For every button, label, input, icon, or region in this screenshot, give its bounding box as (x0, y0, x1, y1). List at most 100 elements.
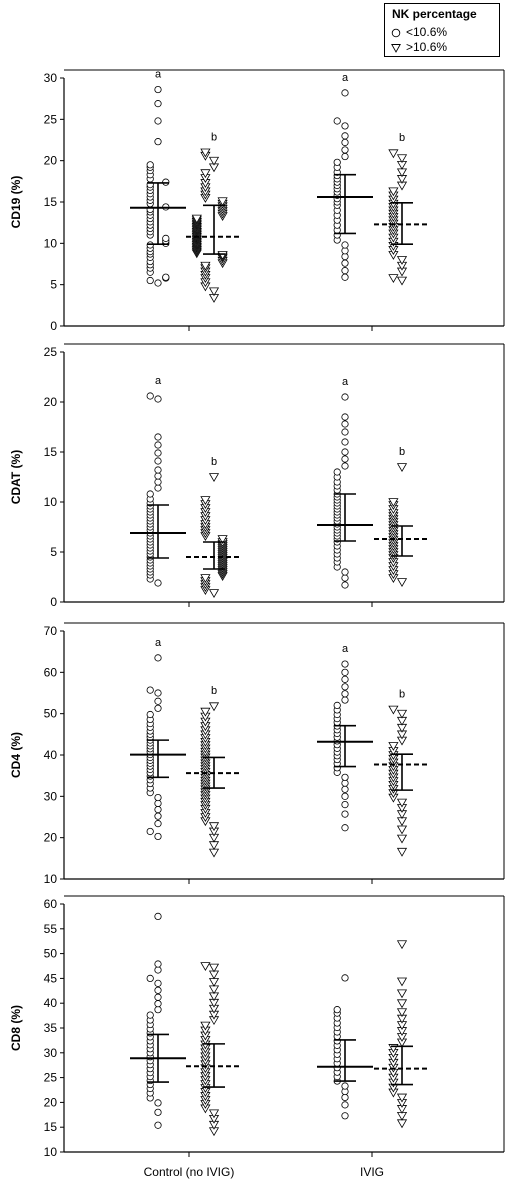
data-point-circle (341, 974, 349, 982)
y-tick-label: 15 (44, 1120, 58, 1134)
data-point-circle (341, 690, 349, 698)
data-point-circle (341, 122, 349, 130)
data-point-circle (341, 824, 349, 832)
data-point-triangle (388, 705, 399, 715)
data-point-triangle (396, 276, 408, 286)
legend: NK percentage <10.6% >10.6% (384, 3, 500, 57)
data-point-circle (341, 1112, 349, 1120)
y-tick-label: 20 (44, 154, 58, 168)
y-tick-label: 35 (44, 1021, 58, 1035)
panel-cd8: 10 15 20 25 30 35 40 45 50 55 60 CD8 (%) (9, 895, 505, 1159)
data-point-circle (154, 689, 162, 697)
data-point-triangle (388, 742, 399, 751)
significance-letter: b (211, 456, 217, 468)
data-point-triangle (208, 156, 220, 166)
data-point-triangle (217, 535, 228, 544)
data-point-triangle (208, 978, 220, 987)
significance-letter: a (155, 637, 162, 649)
y-tick-label: 10 (44, 495, 58, 509)
data-point-triangle (396, 154, 408, 164)
y-tick-label: 25 (44, 112, 58, 126)
data-point-circle (341, 800, 349, 809)
significance-letter: a (342, 643, 349, 655)
significance-letter: b (399, 132, 405, 144)
data-point-triangle (396, 834, 408, 844)
data-point-triangle (208, 848, 220, 858)
data-point-circle (154, 986, 162, 994)
data-point-circle (341, 455, 349, 463)
data-point-circle (341, 1082, 349, 1090)
data-point-triangle (396, 798, 408, 808)
data-point-triangle (200, 1021, 211, 1031)
y-axis-label: CD19 (%) (9, 176, 23, 229)
data-point-triangle (208, 985, 220, 995)
data-point-triangle (191, 214, 202, 224)
significance-letter: a (342, 376, 349, 388)
data-point-circle (333, 468, 341, 476)
y-tick-label: 20 (44, 1095, 58, 1109)
legend-item-low-nk: <10.6% (391, 25, 447, 39)
data-point-circle (154, 993, 162, 1001)
panel-cd19: 0 5 10 15 20 25 30 CD19 (%) a b a b (9, 69, 505, 333)
data-point-circle (341, 696, 349, 704)
data-point-circle (154, 1006, 162, 1014)
data-point-circle (154, 979, 162, 987)
data-point-circle (341, 773, 349, 781)
y-tick-label: 10 (44, 236, 58, 250)
data-point-triangle (217, 197, 228, 207)
data-point-circle (341, 259, 349, 267)
data-point-circle (154, 85, 162, 94)
y-tick-label: 40 (44, 996, 58, 1010)
data-point-circle (341, 785, 349, 793)
data-point-circle (154, 433, 162, 441)
data-point-triangle (208, 473, 220, 482)
data-point-circle (341, 413, 349, 421)
y-tick-label: 70 (44, 624, 58, 638)
data-point-circle (154, 449, 162, 457)
data-point-circle (162, 178, 170, 186)
y-tick-label: 25 (44, 1071, 58, 1085)
data-point-circle (154, 100, 162, 108)
data-point-circle (154, 654, 162, 662)
data-point-circle (341, 683, 349, 691)
data-point-circle (146, 392, 154, 400)
data-point-triangle (208, 822, 220, 832)
data-point-triangle (200, 169, 211, 179)
y-tick-label: 45 (44, 971, 58, 985)
y-axis-label: CDAT (%) (9, 450, 23, 504)
y-tick-label: 30 (44, 71, 58, 85)
x-tick-label-ivig: IVIG (360, 1165, 384, 1179)
data-point-circle (154, 704, 162, 712)
y-tick-label: 25 (44, 345, 58, 359)
data-point-triangle (396, 709, 408, 719)
data-point-circle (333, 117, 341, 125)
y-tick-label: 0 (50, 319, 57, 333)
data-point-triangle (200, 496, 211, 505)
data-point-circle (146, 827, 154, 836)
data-point-circle (341, 581, 349, 589)
data-point-circle (341, 1101, 349, 1109)
y-tick-label: 0 (50, 595, 57, 609)
data-point-circle (341, 574, 349, 582)
data-point-circle (154, 1108, 162, 1116)
data-point-triangle (396, 940, 408, 950)
data-point-circle (146, 161, 154, 169)
y-tick-label: 60 (44, 897, 58, 911)
data-point-circle (341, 393, 349, 401)
data-point-triangle (208, 589, 220, 598)
data-point-circle (341, 420, 349, 428)
data-point-triangle (396, 1008, 408, 1018)
y-tick-label: 50 (44, 707, 58, 721)
data-point-triangle (200, 574, 211, 583)
data-point-circle (154, 1000, 162, 1008)
data-point-circle (146, 490, 154, 498)
data-point-triangle (396, 1093, 408, 1103)
data-point-circle (341, 428, 349, 436)
data-point-circle (154, 832, 162, 841)
panel-cd4: 10 20 30 40 50 60 70 CD4 (%) a b a b (9, 622, 505, 886)
data-point-circle (154, 457, 162, 465)
y-tick-label: 60 (44, 665, 58, 679)
data-point-circle (146, 710, 154, 719)
y-tick-label: 40 (44, 748, 58, 762)
data-point-circle (341, 273, 349, 281)
